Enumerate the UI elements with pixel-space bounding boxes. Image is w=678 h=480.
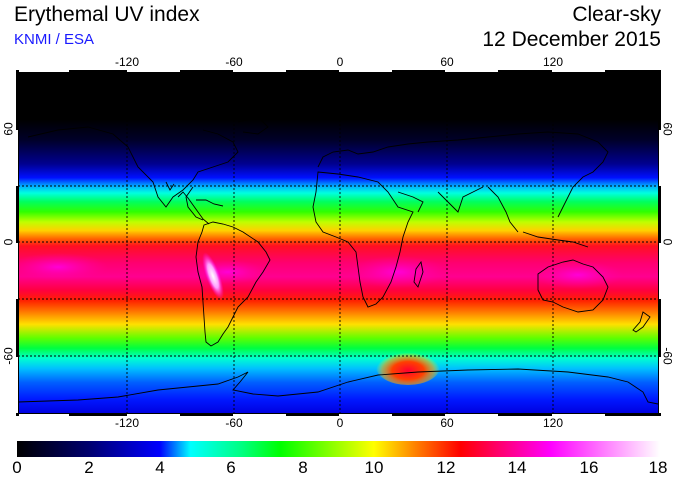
lon-label-bottom: -60 [225, 416, 243, 430]
colorbar-tick: 2 [84, 458, 94, 477]
lon-label-top: 120 [542, 55, 564, 69]
colorbar-tick: 4 [155, 458, 165, 477]
product-type-label: Clear-sky [572, 3, 661, 26]
colorbar-tick: 10 [364, 458, 384, 477]
colorbar-tick: 12 [436, 458, 456, 477]
lat-label-right: 60 [660, 122, 675, 136]
lon-label-bottom: 60 [440, 416, 454, 430]
lon-label-top: 60 [440, 55, 454, 69]
uv-colorbar [17, 441, 660, 457]
lon-label-top: 0 [336, 55, 344, 69]
colorbar-tick: 8 [298, 458, 308, 477]
lon-label-top: -120 [114, 55, 140, 69]
lon-label-bottom: -120 [114, 416, 140, 430]
lon-label-bottom: 0 [336, 416, 344, 430]
uv-index-map [18, 72, 658, 413]
lat-label-left: 0 [1, 238, 16, 246]
lat-label-left: -60 [1, 347, 16, 365]
colorbar-tick: 6 [226, 458, 236, 477]
data-source-label: KNMI / ESA [14, 31, 95, 48]
colorbar-tick: 18 [648, 458, 668, 477]
lat-label-right: 0 [660, 238, 675, 246]
lon-label-top: -60 [225, 55, 243, 69]
map-title: Erythemal UV index [14, 3, 200, 26]
colorbar-tick: 16 [579, 458, 599, 477]
lon-label-bottom: 120 [542, 416, 564, 430]
date-label: 12 December 2015 [482, 28, 661, 51]
map-border-scale [16, 70, 661, 416]
lat-label-right: -60 [660, 347, 675, 365]
lat-label-left: 60 [1, 122, 16, 136]
colorbar-tick: 14 [507, 458, 527, 477]
colorbar-tick: 0 [12, 458, 22, 477]
